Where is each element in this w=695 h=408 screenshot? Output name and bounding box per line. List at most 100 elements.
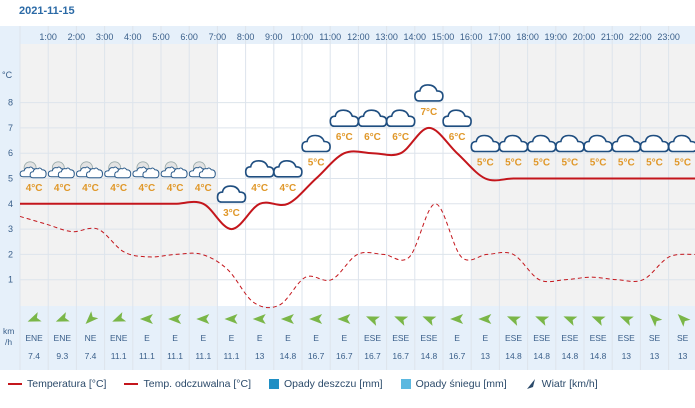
wind-arrow-shape	[591, 316, 606, 326]
temperature-label: 4°C	[54, 183, 71, 194]
y-tick-label: 3	[8, 224, 13, 234]
wind-speed: 14.8	[533, 351, 550, 361]
wind-direction: ESE	[364, 333, 381, 343]
legend-rain-label: Opady deszczu [mm]	[283, 378, 383, 390]
temperature-label: 5°C	[308, 158, 325, 169]
wind-arrow-icon	[27, 312, 42, 322]
cloud-shape	[273, 160, 303, 178]
wind-speed: 16.7	[392, 351, 409, 361]
cloud-shape	[57, 167, 75, 179]
wind-arrow-shape	[422, 316, 437, 326]
wind-arrow-shape	[280, 314, 294, 324]
wind-arrow-shape	[619, 316, 634, 326]
wind-arrow-shape	[450, 314, 464, 324]
wind-direction: E	[257, 333, 263, 343]
hour-label: 20:00	[573, 32, 596, 42]
cloud-shape	[357, 109, 388, 127]
wind-arrow-icon	[309, 314, 323, 324]
wind-arrow-shape	[85, 311, 99, 324]
wind-speed: 16.7	[449, 351, 466, 361]
hour-label: 22:00	[629, 32, 652, 42]
hour-label: 6:00	[180, 32, 198, 42]
cloud-shape	[142, 167, 160, 179]
legend-rain: Opady deszczu [mm]	[268, 378, 383, 390]
wind-arrow-icon	[619, 316, 634, 326]
hour-labels: 1:00 2:00 3:00 4:00 5:00 6:00 7:00 8:00 9:00 10:0…	[39, 32, 679, 42]
weather-icons	[19, 84, 695, 203]
y-tick-label: 2	[8, 249, 13, 259]
temperature-label: 4°C	[280, 183, 297, 194]
temperature-label: 6°C	[392, 132, 409, 143]
hour-label: 13:00	[375, 32, 398, 42]
cloud-shape	[329, 109, 360, 127]
wind-direction: ESE	[561, 333, 578, 343]
wind-speed: 7.4	[85, 351, 97, 361]
hour-label: 16:00	[460, 32, 483, 42]
wind-arrow-shape	[112, 312, 127, 322]
night-shade-late	[471, 44, 695, 306]
hour-label: 7:00	[209, 32, 227, 42]
wind-arrow-icon	[450, 314, 464, 324]
y-tick-label: 4	[8, 199, 13, 209]
cloud-shape	[170, 167, 188, 179]
wind-speed: 14.8	[280, 351, 297, 361]
wind-direction: ENE	[110, 333, 128, 343]
temperature-label: 4°C	[139, 183, 156, 194]
temperature-label: 7°C	[421, 107, 438, 118]
wind-arrow-icon	[677, 314, 691, 327]
wind-arrow-shape	[507, 316, 521, 326]
legend-temperature-swatch	[8, 383, 22, 385]
legend-snow-swatch	[400, 379, 411, 389]
wind-direction: SE	[677, 333, 689, 343]
cloud-shape	[85, 167, 104, 179]
weather-chart: 1:00 2:00 3:00 4:00 5:00 6:00 7:00 8:00 9:00 10:0…	[0, 26, 695, 370]
wind-speed: 14.8	[562, 351, 579, 361]
legend-temperature: Temperatura [°C]	[8, 378, 106, 390]
hour-label: 5:00	[152, 32, 170, 42]
temperature-label: 5°C	[562, 158, 579, 169]
cloud-icon	[414, 84, 444, 102]
wind-arrow-shape	[252, 314, 266, 324]
wind-arrow-shape	[224, 314, 238, 324]
temperature-label: 4°C	[82, 183, 99, 194]
legend-temperature-label: Temperatura [°C]	[27, 378, 107, 390]
cloud-shape	[667, 134, 695, 153]
wind-arrow-icon	[649, 314, 663, 327]
wind-speed: 7.4	[28, 351, 40, 361]
wind-arrow-icon	[535, 316, 550, 326]
hour-label: 12:00	[347, 32, 370, 42]
feels-like-series	[19, 203, 695, 309]
wind-arrow-shape	[649, 314, 663, 327]
hour-label: 9:00	[265, 32, 283, 42]
wind-arrow-shape	[196, 314, 210, 324]
temperature-label: 5°C	[590, 158, 607, 169]
temperature-label: 5°C	[477, 158, 494, 169]
wind-speed: 13	[650, 351, 660, 361]
wind-direction: E	[144, 333, 150, 343]
temperature-labels: 4°C 4°C 4°C 4°C 4°C 4°C 4°C 3°C 4°C 4°C 5°C 6°C 6°C 6…	[26, 107, 691, 219]
legend-rain-swatch	[268, 379, 279, 389]
temperature-label: 4°C	[110, 183, 127, 194]
y-tick-labels: 1 2 3 4 5 6 7 8	[8, 98, 13, 285]
wind-arrow-icon	[563, 316, 578, 326]
hour-label: 19:00	[545, 32, 568, 42]
cloud-icon	[273, 160, 303, 178]
night-cloudy-icon	[160, 161, 188, 179]
wind-arrow-icon	[55, 312, 70, 322]
night-cloudy-icon	[47, 161, 75, 179]
cloud-icon	[216, 185, 247, 203]
legend-wind: Wiatr [km/h]	[525, 378, 598, 390]
cloud-shape	[244, 160, 275, 178]
wind-arrow-icon	[85, 311, 99, 324]
wind-direction: E	[229, 333, 235, 343]
cloud-icon	[357, 109, 388, 127]
y-tick-label: 6	[8, 148, 13, 158]
wind-arrow-shape	[478, 314, 492, 324]
wind-speed: 11.1	[195, 351, 211, 361]
wind-speed: 13	[255, 351, 265, 361]
wind-direction: ESE	[590, 333, 607, 343]
cloud-icon	[329, 109, 360, 127]
wind-arrow-icon	[478, 314, 492, 324]
grid	[19, 26, 695, 370]
y-tick-label: 7	[8, 123, 13, 133]
